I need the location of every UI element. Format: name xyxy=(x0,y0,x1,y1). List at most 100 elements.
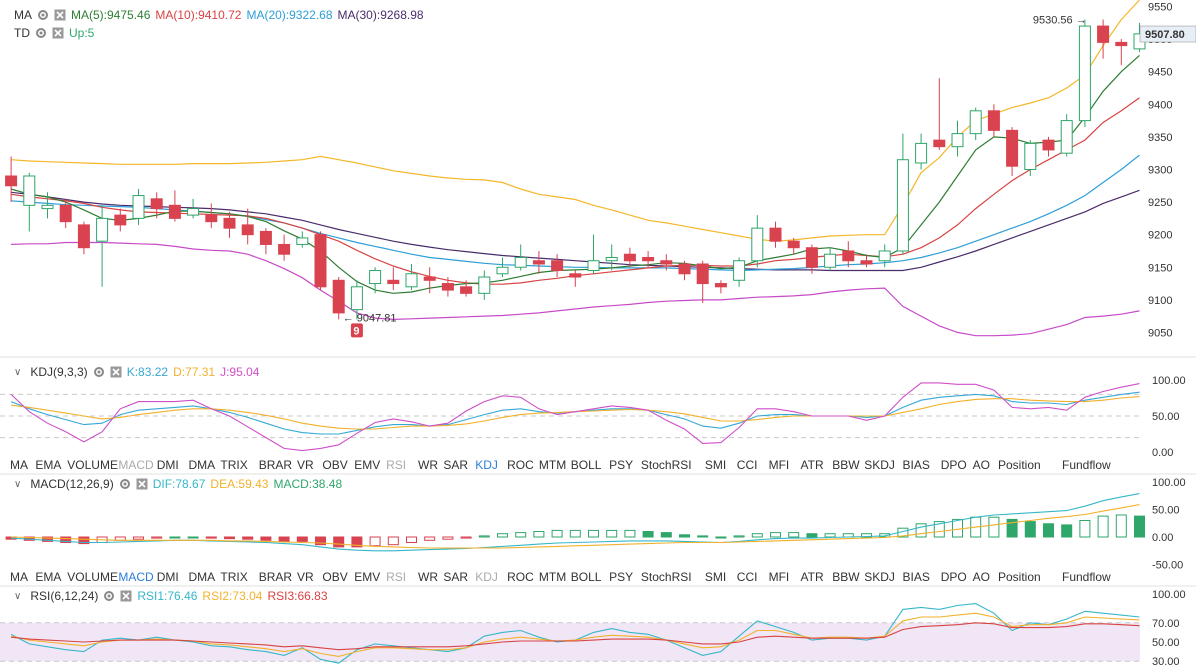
close-icon[interactable] xyxy=(52,27,64,39)
tab-vr[interactable]: VR xyxy=(297,458,314,472)
tab-rsi[interactable]: RSI xyxy=(386,570,407,584)
tab-skdj[interactable]: SKDJ xyxy=(864,570,895,584)
price-axis-tick-label: 9250 xyxy=(1148,197,1172,209)
macd-axis-tick-label: -50.00 xyxy=(1152,560,1183,572)
tab-macd[interactable]: MACD xyxy=(118,458,154,472)
tab-fundflow[interactable]: Fundflow xyxy=(1062,570,1111,584)
candle-body xyxy=(387,279,400,285)
chevron-down-icon[interactable]: ∨ xyxy=(14,366,22,378)
tab-roc[interactable]: ROC xyxy=(507,570,534,584)
price-axis-tick-label: 9050 xyxy=(1148,327,1172,339)
macd-histogram-bar xyxy=(715,536,727,539)
tab-ema[interactable]: EMA xyxy=(35,458,62,472)
macd-histogram-bar xyxy=(1061,524,1073,538)
close-icon[interactable] xyxy=(110,366,122,378)
tab-psy[interactable]: PSY xyxy=(609,570,634,584)
tab-mtm[interactable]: MTM xyxy=(538,458,567,472)
settings-icon[interactable] xyxy=(37,9,49,21)
macd-histogram-bar xyxy=(551,529,563,538)
indicator-tab-bar: MA EMA VOLUME MACD DMI DMA TRIX BRAR VR OBV EMV RSI… xyxy=(0,568,1196,586)
tab-kdj[interactable]: KDJ xyxy=(475,570,498,584)
close-icon[interactable] xyxy=(136,478,148,490)
tab-brar[interactable]: BRAR xyxy=(258,570,293,584)
candle-body xyxy=(23,175,36,206)
settings-icon[interactable] xyxy=(103,590,115,602)
tab-atr[interactable]: ATR xyxy=(800,458,824,472)
tab-mtm[interactable]: MTM xyxy=(538,570,567,584)
tab-cci[interactable]: CCI xyxy=(736,570,758,584)
tab-bbw[interactable]: BBW xyxy=(832,570,860,584)
tab-smi[interactable]: SMI xyxy=(704,458,727,472)
tab-dpo[interactable]: DPO xyxy=(940,458,967,472)
tab-emv[interactable]: EMV xyxy=(354,570,381,584)
tab-vr[interactable]: VR xyxy=(297,570,314,584)
ma30-line xyxy=(11,189,1140,272)
tab-ao[interactable]: AO xyxy=(972,458,990,472)
tab-sar[interactable]: SAR xyxy=(443,458,469,472)
tab-position[interactable]: Position xyxy=(998,458,1041,472)
candle-body xyxy=(478,276,491,294)
tab-kdj[interactable]: KDJ xyxy=(475,458,498,472)
close-icon[interactable] xyxy=(54,9,66,21)
close-icon[interactable] xyxy=(120,590,132,602)
candle-body xyxy=(132,195,145,219)
tab-obv[interactable]: OBV xyxy=(322,570,348,584)
tab-skdj[interactable]: SKDJ xyxy=(864,458,895,472)
macd-histogram-bar xyxy=(697,535,709,538)
settings-icon[interactable] xyxy=(119,478,131,490)
settings-icon[interactable] xyxy=(93,366,105,378)
candle-body xyxy=(5,175,18,187)
tab-rsi[interactable]: RSI xyxy=(386,458,407,472)
tab-psy[interactable]: PSY xyxy=(609,458,634,472)
tab-ao[interactable]: AO xyxy=(972,570,990,584)
candle-body xyxy=(751,227,764,262)
tab-bbw[interactable]: BBW xyxy=(832,458,860,472)
tab-dmi[interactable]: DMI xyxy=(156,570,179,584)
candle-body xyxy=(187,208,200,216)
kdj-legend-name: KDJ(9,3,3) xyxy=(30,365,88,379)
tab-trix[interactable]: TRIX xyxy=(220,570,248,584)
tab-sar[interactable]: SAR xyxy=(443,570,469,584)
candle-body xyxy=(205,214,218,223)
tab-wr[interactable]: WR xyxy=(418,458,438,472)
tab-obv[interactable]: OBV xyxy=(322,458,348,472)
ma30-value: MA(30):9268.98 xyxy=(337,8,424,22)
tab-fundflow[interactable]: Fundflow xyxy=(1062,458,1111,472)
tab-boll[interactable]: BOLL xyxy=(570,458,602,472)
boll-lower-line xyxy=(11,241,1140,337)
tab-stochrsi[interactable]: StochRSI xyxy=(640,570,692,584)
tab-wr[interactable]: WR xyxy=(418,570,438,584)
tab-roc[interactable]: ROC xyxy=(507,458,534,472)
settings-icon[interactable] xyxy=(35,27,47,39)
tab-dma[interactable]: DMA xyxy=(188,570,216,584)
tab-stochrsi[interactable]: StochRSI xyxy=(640,458,692,472)
tab-bias[interactable]: BIAS xyxy=(902,570,930,584)
tab-boll[interactable]: BOLL xyxy=(570,570,602,584)
tab-dpo[interactable]: DPO xyxy=(940,570,967,584)
tab-atr[interactable]: ATR xyxy=(800,570,824,584)
tab-macd[interactable]: MACD xyxy=(118,570,154,584)
kdj-j-value: J:95.04 xyxy=(220,365,260,379)
tab-dmi[interactable]: DMI xyxy=(156,458,179,472)
macd-histogram-bar xyxy=(733,535,745,538)
chevron-down-icon[interactable]: ∨ xyxy=(14,478,22,490)
tab-bias[interactable]: BIAS xyxy=(902,458,930,472)
candle-body xyxy=(733,260,746,281)
tab-emv[interactable]: EMV xyxy=(354,458,381,472)
tab-ma[interactable]: MA xyxy=(10,570,28,584)
tab-smi[interactable]: SMI xyxy=(704,570,727,584)
tab-ema[interactable]: EMA xyxy=(35,570,62,584)
tab-ma[interactable]: MA xyxy=(10,458,28,472)
tab-cci[interactable]: CCI xyxy=(736,458,758,472)
tab-trix[interactable]: TRIX xyxy=(220,458,248,472)
tab-position[interactable]: Position xyxy=(998,570,1041,584)
candle-body xyxy=(696,263,709,285)
tab-dma[interactable]: DMA xyxy=(188,458,216,472)
tab-volume[interactable]: VOLUME xyxy=(67,458,118,472)
tab-mfi[interactable]: MFI xyxy=(768,570,790,584)
tab-mfi[interactable]: MFI xyxy=(768,458,790,472)
tab-volume[interactable]: VOLUME xyxy=(67,570,118,584)
chevron-down-icon[interactable]: ∨ xyxy=(14,590,22,602)
tab-brar[interactable]: BRAR xyxy=(258,458,293,472)
